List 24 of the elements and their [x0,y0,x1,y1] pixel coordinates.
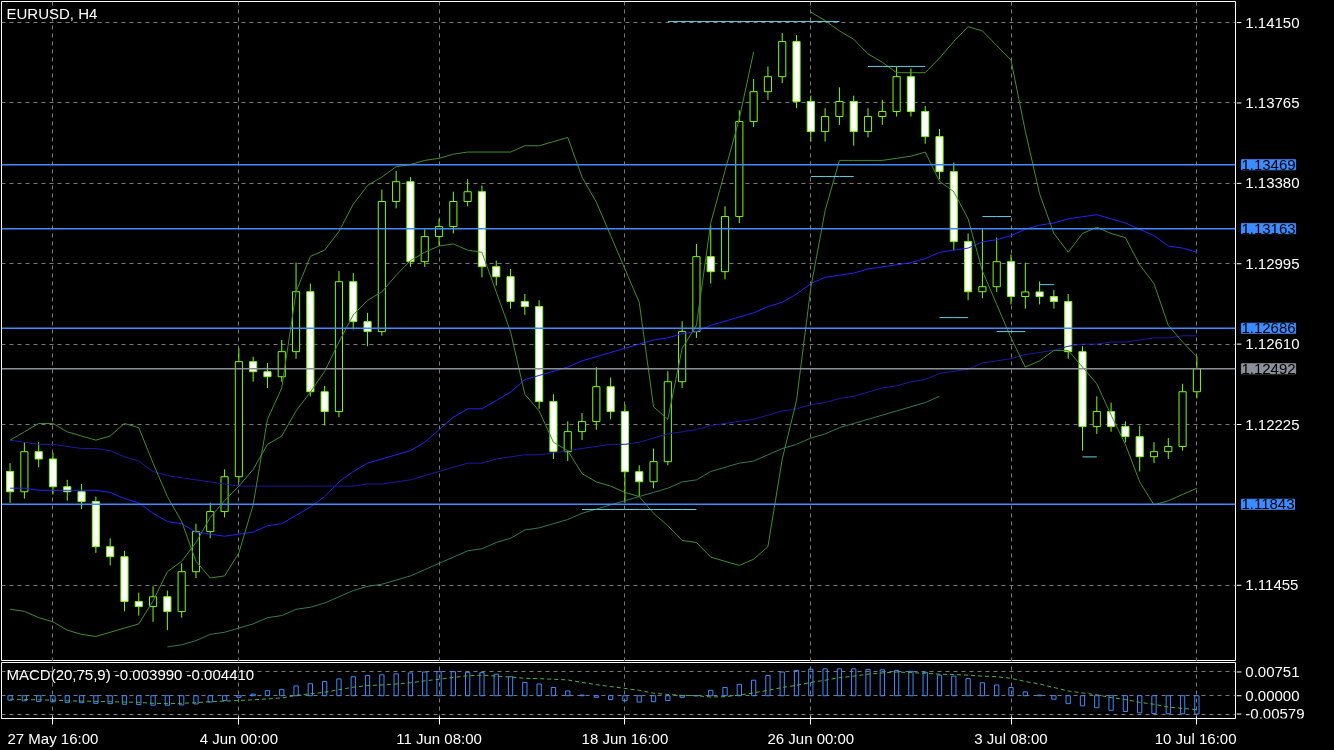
chart-title: MACD(20,75,9) -0.003990 -0.004410 [6,665,255,683]
ref-line-label: 1.13469 [1241,155,1296,173]
x-tick-label: 4 Jun 00:00 [199,729,279,747]
y-tick-label: 1.14150 [1245,13,1300,31]
y-tick-label: 1.13380 [1245,174,1300,192]
ref-line-label: 1.11843 [1241,495,1295,513]
ref-line-label: 1.12686 [1241,319,1296,337]
ref-line-label: 1.12492 [1241,359,1296,377]
x-tick-label: 3 Jul 08:00 [974,729,1048,747]
y-tick-label: 0.00751 [1245,662,1300,680]
x-tick-label: 18 Jun 16:00 [581,729,669,747]
y-tick-label: 1.12225 [1245,415,1300,433]
x-tick-label: 11 Jun 08:00 [396,729,482,747]
y-tick-label: 1.12995 [1245,254,1300,272]
y-tick-label: 0.00000 [1245,686,1300,704]
ref-line-label: 1.13163 [1241,219,1296,237]
y-tick-label: 1.12610 [1245,335,1300,353]
x-tick-label: 27 May 16:00 [7,729,99,747]
x-tick-label: 10 Jul 16:00 [1154,729,1237,747]
y-tick-label: 1.13765 [1245,93,1300,111]
y-tick-label: -0.00579 [1245,705,1305,723]
y-tick-label: 1.11455 [1245,576,1299,594]
chart-title: EURUSD, H4 [6,4,98,22]
x-tick-label: 26 Jun 00:00 [767,729,855,747]
